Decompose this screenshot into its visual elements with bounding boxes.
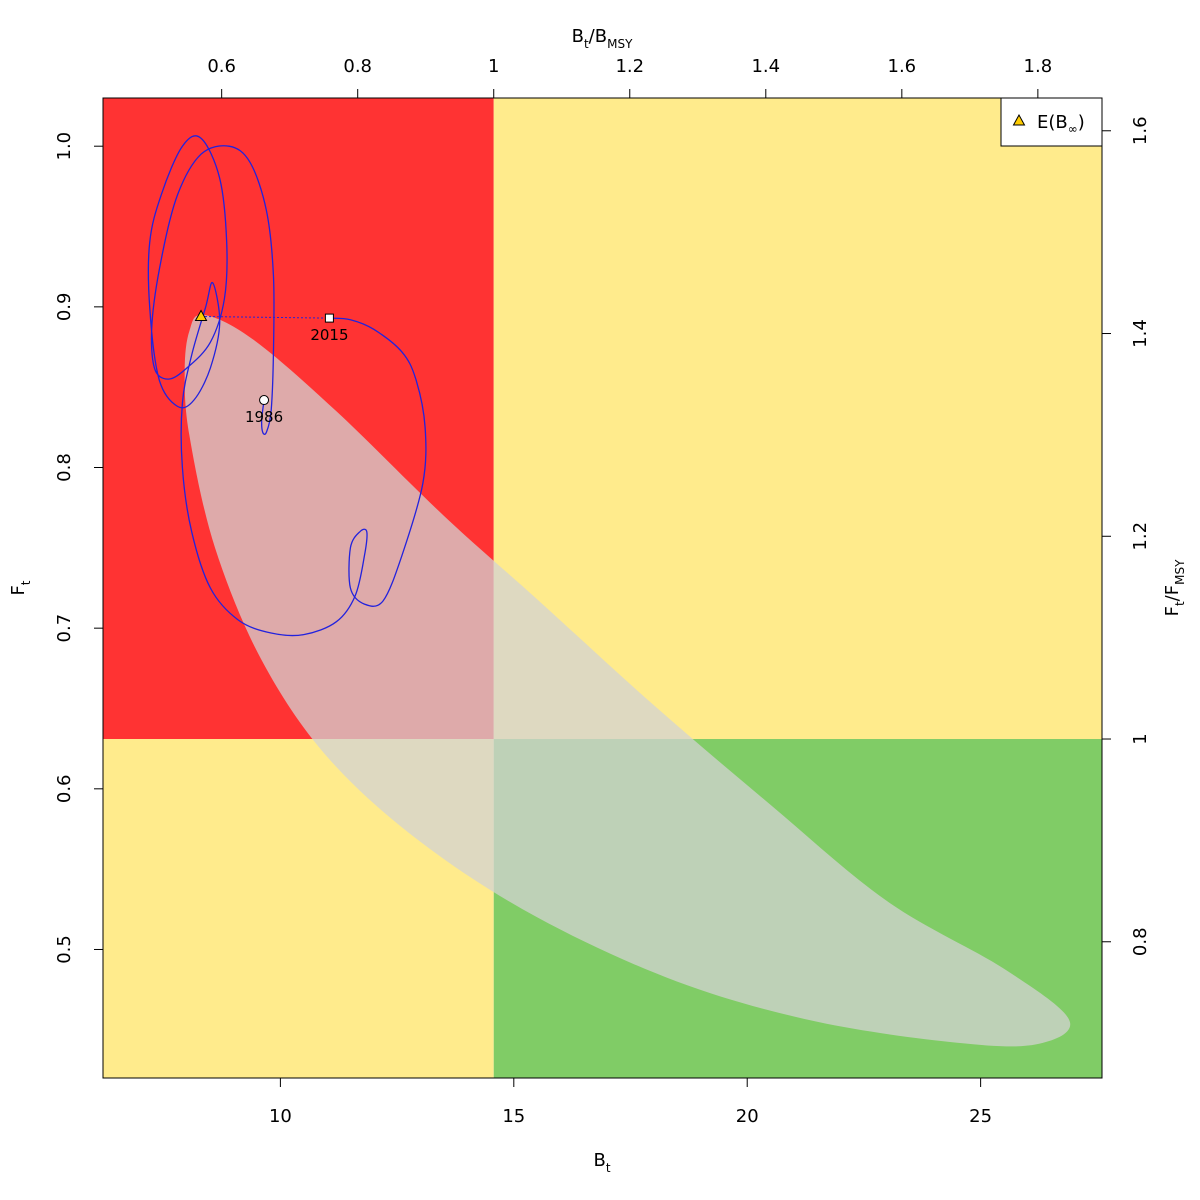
end-year-label: 2015 xyxy=(310,326,348,344)
expected-link-line xyxy=(201,315,330,319)
top-tick-label: 1.4 xyxy=(751,56,780,77)
y-tick-label: 0.7 xyxy=(54,614,75,643)
plot-frame xyxy=(102,97,1103,1079)
top-tick-label: 0.6 xyxy=(207,56,236,77)
right-axis-title: Ft/FMSY xyxy=(1162,559,1187,616)
right-tick-label: 1.4 xyxy=(1130,319,1151,348)
top-tick-label: 0.8 xyxy=(343,56,372,77)
top-tick-label: 1 xyxy=(488,56,499,77)
confidence-ellipse xyxy=(184,314,1071,1047)
y-tick-label: 0.9 xyxy=(54,293,75,322)
start-point-circle xyxy=(259,395,270,406)
top-axis-title: Bt/BMSY xyxy=(572,26,633,51)
legend-label: E(B∞) xyxy=(1037,112,1085,136)
x-axis-top: 0.6 0.8 1 1.2 1.4 1.6 1.8 xyxy=(207,56,1052,98)
y-tick-label: 0.8 xyxy=(54,453,75,482)
legend-triangle-icon xyxy=(1012,113,1026,126)
x-tick-label: 20 xyxy=(736,1106,759,1127)
top-tick-label: 1.6 xyxy=(888,56,917,77)
y-tick-label: 0.6 xyxy=(54,774,75,803)
right-tick-label: 0.8 xyxy=(1130,927,1151,956)
y-tick-label: 1.0 xyxy=(54,132,75,161)
right-tick-label: 1 xyxy=(1130,733,1151,744)
x-axis-title: Bt xyxy=(593,1150,610,1175)
x-tick-label: 10 xyxy=(269,1106,292,1127)
right-tick-label: 1.2 xyxy=(1130,522,1151,551)
y-axis-left: 0.5 0.6 0.7 0.8 0.9 1.0 xyxy=(54,132,103,964)
quadrant-overfishing xyxy=(493,98,1103,740)
x-tick-label: 15 xyxy=(502,1106,525,1127)
legend: E(B∞) xyxy=(1000,97,1103,147)
x-tick-label: 25 xyxy=(969,1106,992,1127)
expected-biomass-triangle xyxy=(194,309,208,321)
start-year-label: 1986 xyxy=(245,408,283,426)
right-tick-label: 1.6 xyxy=(1130,116,1151,145)
y-axis-right: 0.8 1 1.2 1.4 1.6 xyxy=(1102,116,1151,956)
end-point-square xyxy=(324,313,334,323)
y-tick-label: 0.5 xyxy=(54,935,75,964)
top-tick-label: 1.8 xyxy=(1024,56,1053,77)
x-axis-bottom: 10 15 20 25 xyxy=(269,1078,992,1127)
quadrant-backgrounds xyxy=(103,98,1103,1078)
trajectory-markers: 1986 2015 xyxy=(194,309,349,426)
biomass-fishing-trajectory xyxy=(147,135,427,637)
y-axis-title: Ft xyxy=(8,580,33,595)
top-tick-label: 1.2 xyxy=(615,56,644,77)
